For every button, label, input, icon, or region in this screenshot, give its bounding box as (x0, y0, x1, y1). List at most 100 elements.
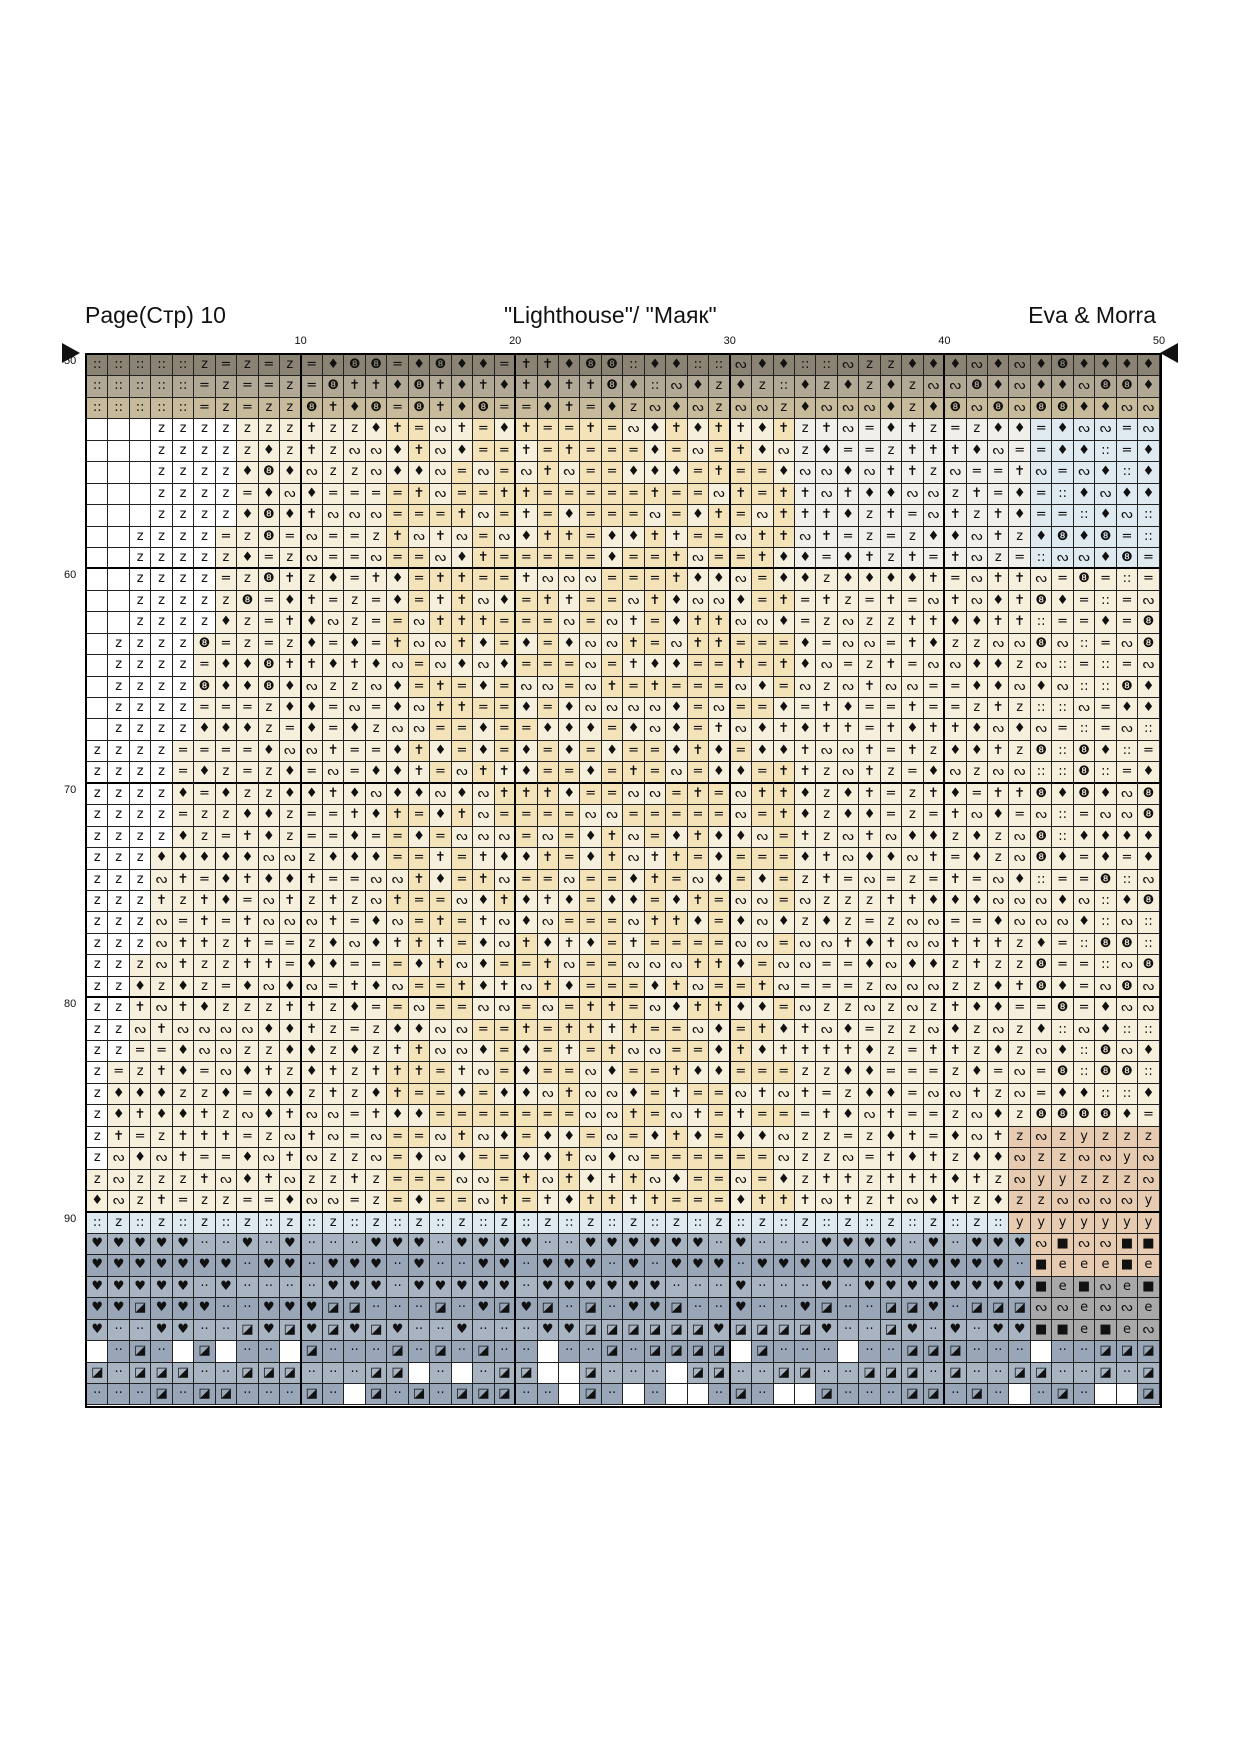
chart-cell: z (794, 440, 817, 463)
chart-cell: ᔓ (1116, 998, 1139, 1020)
chart-cell: = (730, 740, 753, 763)
chart-cell: ♥ (280, 1233, 302, 1256)
chart-cell: ✝ (623, 612, 645, 634)
chart-cell: = (666, 1191, 688, 1213)
chart-cell: ♦ (280, 1019, 302, 1041)
chart-cell: ᔓ (623, 848, 645, 870)
chart-cell: ᔓ (129, 1019, 152, 1041)
chart-cell: ◪ (172, 1362, 195, 1384)
chart-cell: ✝ (430, 612, 452, 634)
chart-cell: ❽ (1095, 1041, 1117, 1063)
chart-cell: ♦ (773, 740, 795, 763)
chart-cell: ᔓ (666, 955, 688, 977)
chart-cell: ♦ (837, 569, 860, 591)
chart-cell: :: (1116, 569, 1139, 591)
chart-cell: ♥ (365, 1276, 388, 1299)
chart-cell: ᔓ (880, 676, 903, 698)
chart-cell: ◪ (194, 1341, 216, 1363)
chart-cell: ♦ (773, 1169, 795, 1192)
chart-cell: ◪ (687, 1319, 710, 1342)
chart-cell: = (623, 505, 645, 527)
chart-cell: y (1009, 1212, 1031, 1234)
chart-cell: :: (687, 1212, 710, 1234)
chart-cell: ❽ (1030, 976, 1053, 999)
chart-cell: ✝ (794, 1083, 817, 1106)
chart-cell: ᔓ (794, 676, 817, 698)
chart-cell: ♥ (794, 1298, 817, 1320)
chart-cell: = (709, 783, 731, 806)
chart-cell: = (258, 547, 281, 570)
chart-cell: = (494, 440, 517, 463)
chart-cell: z (752, 1212, 774, 1234)
chart-cell: ✝ (537, 890, 559, 913)
chart-cell: ᔓ (666, 376, 688, 398)
chart-cell: ♦ (387, 783, 409, 806)
chart-cell: ♦ (601, 890, 624, 913)
chart-cell: ✝ (623, 1191, 645, 1213)
chart-cell: ♥ (344, 1255, 366, 1277)
chart-cell: ♦ (258, 740, 281, 763)
chart-cell: z (280, 633, 302, 656)
chart-cell: ✝ (644, 848, 667, 870)
chart-cell: ᔓ (794, 998, 817, 1020)
chart-cell: ♦ (301, 633, 323, 656)
chart-cell: ᔓ (644, 505, 667, 527)
chart-cell: ᔓ (1095, 1148, 1117, 1170)
chart-cell: ·· (537, 1233, 559, 1256)
chart-cell: ♦ (237, 976, 259, 999)
chart-cell: = (730, 1019, 753, 1041)
chart-cell: ✝ (880, 1191, 903, 1213)
chart-cell: z (988, 1169, 1010, 1192)
chart-cell: = (687, 462, 710, 484)
chart-cell: ♦ (1116, 890, 1139, 913)
chart-cell: = (344, 740, 366, 763)
chart-cell: ᔓ (1030, 805, 1053, 827)
chart-cell: ♥ (387, 1319, 409, 1342)
chart-cell: ♦ (129, 1083, 152, 1106)
chart-cell: ♥ (322, 1276, 345, 1299)
chart-cell: ♦ (1009, 419, 1031, 441)
chart-cell: z (816, 826, 838, 849)
chart-cell: ♦ (1095, 826, 1117, 849)
chart-cell: ♦ (408, 1105, 431, 1127)
chart-cell: ♦ (516, 526, 538, 548)
chart-cell: y (1030, 1212, 1053, 1234)
chart-cell: ♦ (601, 547, 624, 570)
chart-cell: ·· (473, 1362, 495, 1384)
chart-cell: z (816, 805, 838, 827)
chart-cell: = (752, 1105, 774, 1127)
chart-cell: ·· (1073, 1384, 1096, 1406)
chart-cell: ᔓ (752, 912, 774, 934)
chart-cell: :: (794, 355, 817, 377)
chart-cell: z (87, 1062, 109, 1084)
chart-cell: ·· (301, 1255, 323, 1277)
chart-cell: ✝ (494, 976, 517, 999)
chart-cell: ♦ (1095, 848, 1117, 870)
chart-cell: ✝ (301, 505, 323, 527)
chart-cell: = (644, 547, 667, 570)
chart-cell: ♦ (473, 976, 495, 999)
chart-cell: ᔓ (902, 848, 924, 870)
chart-cell: = (194, 698, 216, 720)
chart-cell: ♦ (516, 762, 538, 784)
chart-cell: ✝ (387, 419, 409, 441)
chart-cell (558, 1384, 581, 1406)
chart-cell: ♦ (1095, 740, 1117, 763)
chart-cell: ♦ (730, 826, 753, 849)
chart-cell: = (1095, 569, 1117, 591)
chart-cell: = (666, 1148, 688, 1170)
chart-cell: z (151, 590, 173, 613)
chart-cell: ᔓ (1138, 590, 1160, 613)
chart-cell: ·· (301, 1233, 323, 1256)
chart-cell: ✝ (666, 547, 688, 570)
chart-cell: ◪ (1009, 1362, 1031, 1384)
chart-cell: ♦ (237, 1169, 259, 1192)
chart-cell: ♥ (945, 1255, 967, 1277)
chart-cell: ❽ (1138, 612, 1160, 634)
chart-cell: = (580, 783, 602, 806)
chart-cell: = (644, 805, 667, 827)
chart-cell: ✝ (945, 505, 967, 527)
chart-cell: = (280, 933, 302, 956)
chart-cell: ᔓ (387, 976, 409, 999)
chart-cell: z (880, 762, 903, 784)
